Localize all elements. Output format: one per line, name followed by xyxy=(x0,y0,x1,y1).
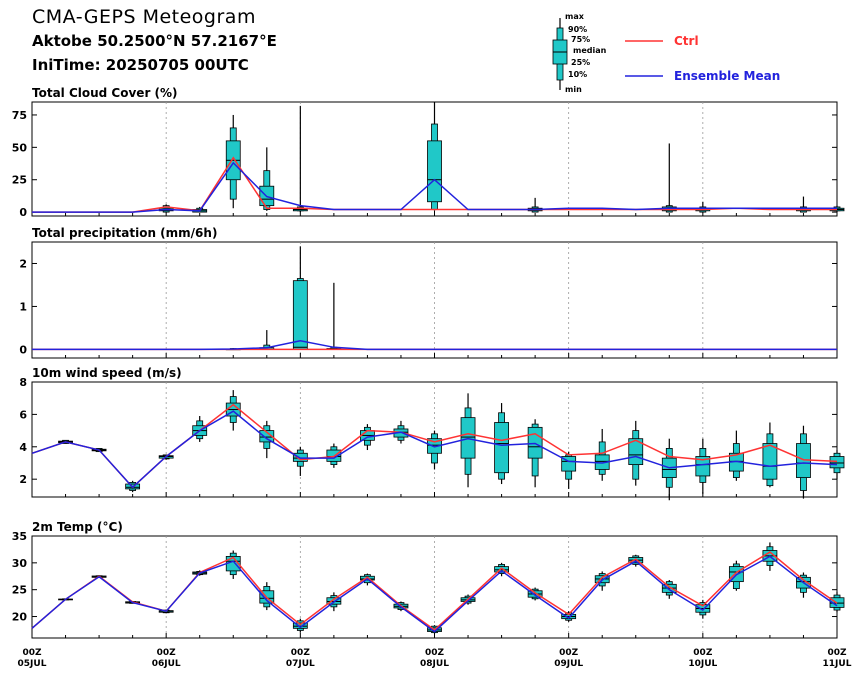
panel-2: Total precipitation (mm/6h) 0 1 2 xyxy=(19,226,838,359)
box-48 xyxy=(292,446,308,476)
y-tick-label: 50 xyxy=(12,141,28,154)
box-36 xyxy=(225,114,241,209)
x-tick-label-time: 00Z xyxy=(559,648,579,658)
box-96 xyxy=(561,451,577,489)
box-inner xyxy=(494,422,509,474)
box-114 xyxy=(661,143,677,213)
box-inner xyxy=(829,456,845,469)
y-tick-label: 2 xyxy=(19,257,27,270)
x-tick-label-date: 07JUL xyxy=(286,659,315,669)
y-tick-label: 25 xyxy=(12,174,27,187)
x-tick-label-time: 00Z xyxy=(693,648,713,658)
box-138 xyxy=(796,425,811,499)
y-tick-label: 8 xyxy=(19,376,27,389)
y-tick-label: 35 xyxy=(12,530,27,543)
chart-title: CMA-GEPS Meteogram xyxy=(32,6,256,28)
box-42 xyxy=(259,582,275,611)
x-tick-label-date: 10JUL xyxy=(688,659,717,669)
box-inner xyxy=(292,280,308,350)
box-84 xyxy=(494,403,509,485)
box-36 xyxy=(225,550,241,579)
box-36 xyxy=(225,390,241,431)
panel-title: 2m Temp (°C) xyxy=(32,520,123,534)
box-132 xyxy=(762,422,778,488)
box-108 xyxy=(628,420,644,486)
x-tick-label-time: 00Z xyxy=(425,648,445,658)
init-time-label: IniTime: 20250705 00UTC xyxy=(32,56,249,74)
x-tick-label-date: 06JUL xyxy=(152,659,181,669)
box-inner xyxy=(427,140,442,203)
box-114 xyxy=(661,438,677,501)
legend-ctrl-label: Ctrl xyxy=(674,34,699,48)
y-tick-label: 0 xyxy=(19,206,27,219)
box-54 xyxy=(326,282,342,350)
x-tick-label-date: 11JUL xyxy=(823,659,852,669)
x-tick-label-date: 08JUL xyxy=(420,659,449,669)
panel-title: 10m wind speed (m/s) xyxy=(32,366,182,380)
legend: max 90%75% median 25% 10% min Ctrl Ensemble Mea… xyxy=(552,12,780,94)
legend-box-label: 25% xyxy=(571,58,590,67)
box-72 xyxy=(427,430,442,470)
box-48 xyxy=(292,246,308,350)
box-120 xyxy=(695,438,711,494)
legend-mean-label: Ensemble Mean xyxy=(674,69,780,83)
ensemble-mean-line xyxy=(31,410,838,489)
panel-3: 10m wind speed (m/s) 2 4 6 8 xyxy=(19,366,845,501)
y-tick-label: 30 xyxy=(12,557,28,570)
y-tick-label: 2 xyxy=(19,473,27,486)
panel-title: Total precipitation (mm/6h) xyxy=(32,226,217,240)
x-tick-label-time: 00Z xyxy=(827,648,847,658)
y-tick-label: 0 xyxy=(19,343,27,356)
y-tick-label: 4 xyxy=(19,441,27,454)
legend-box-label: 75% xyxy=(571,35,590,44)
box-48 xyxy=(292,105,308,213)
y-tick-label: 1 xyxy=(19,300,27,313)
x-tick-label-date: 09JUL xyxy=(554,659,583,669)
legend-box-label: max xyxy=(565,12,585,21)
y-tick-label: 75 xyxy=(12,109,27,122)
panel-frame xyxy=(31,241,838,359)
ctrl-line xyxy=(32,156,837,213)
box-inner xyxy=(292,622,308,629)
box-inner xyxy=(427,438,442,454)
location-label: Aktobe 50.2500°N 57.2167°E xyxy=(32,32,277,50)
box-inner xyxy=(762,443,778,480)
ensemble-mean-line xyxy=(32,161,837,213)
legend-box-label: median xyxy=(573,46,607,55)
x-tick-label-time: 00Z xyxy=(22,648,42,658)
ensemble-mean-line xyxy=(32,340,837,351)
y-tick-label: 25 xyxy=(12,584,27,597)
x-tick-label-time: 00Z xyxy=(157,648,177,658)
ensemble-mean-line xyxy=(31,555,838,633)
box-inner xyxy=(326,597,342,605)
box-inner xyxy=(695,456,711,477)
box-72 xyxy=(427,102,442,211)
box-126 xyxy=(728,430,744,481)
box-inner xyxy=(259,430,275,443)
box-30 xyxy=(192,416,208,442)
panel-title: Total Cloud Cover (%) xyxy=(32,86,178,100)
box-inner xyxy=(494,566,509,573)
box-inner xyxy=(460,417,476,459)
y-tick-label: 6 xyxy=(19,408,27,421)
legend-box-label: min xyxy=(565,85,582,94)
legend-box-label: 10% xyxy=(568,70,587,79)
panel-4: 2m Temp (°C) 20 25 30 35 xyxy=(12,520,845,639)
legend-box-label: 90% xyxy=(568,25,587,34)
box-78 xyxy=(460,393,476,488)
box-inner xyxy=(527,426,543,459)
x-tick-label-time: 00Z xyxy=(291,648,311,658)
panel-1: Total Cloud Cover (%) 0 25 50 75 xyxy=(12,86,845,219)
box-102 xyxy=(594,428,610,481)
y-tick-label: 20 xyxy=(12,611,28,624)
x-tick-label-date: 05JUL xyxy=(18,659,47,669)
box-90 xyxy=(527,419,543,488)
box-144 xyxy=(829,450,845,480)
box-120 xyxy=(695,201,711,213)
